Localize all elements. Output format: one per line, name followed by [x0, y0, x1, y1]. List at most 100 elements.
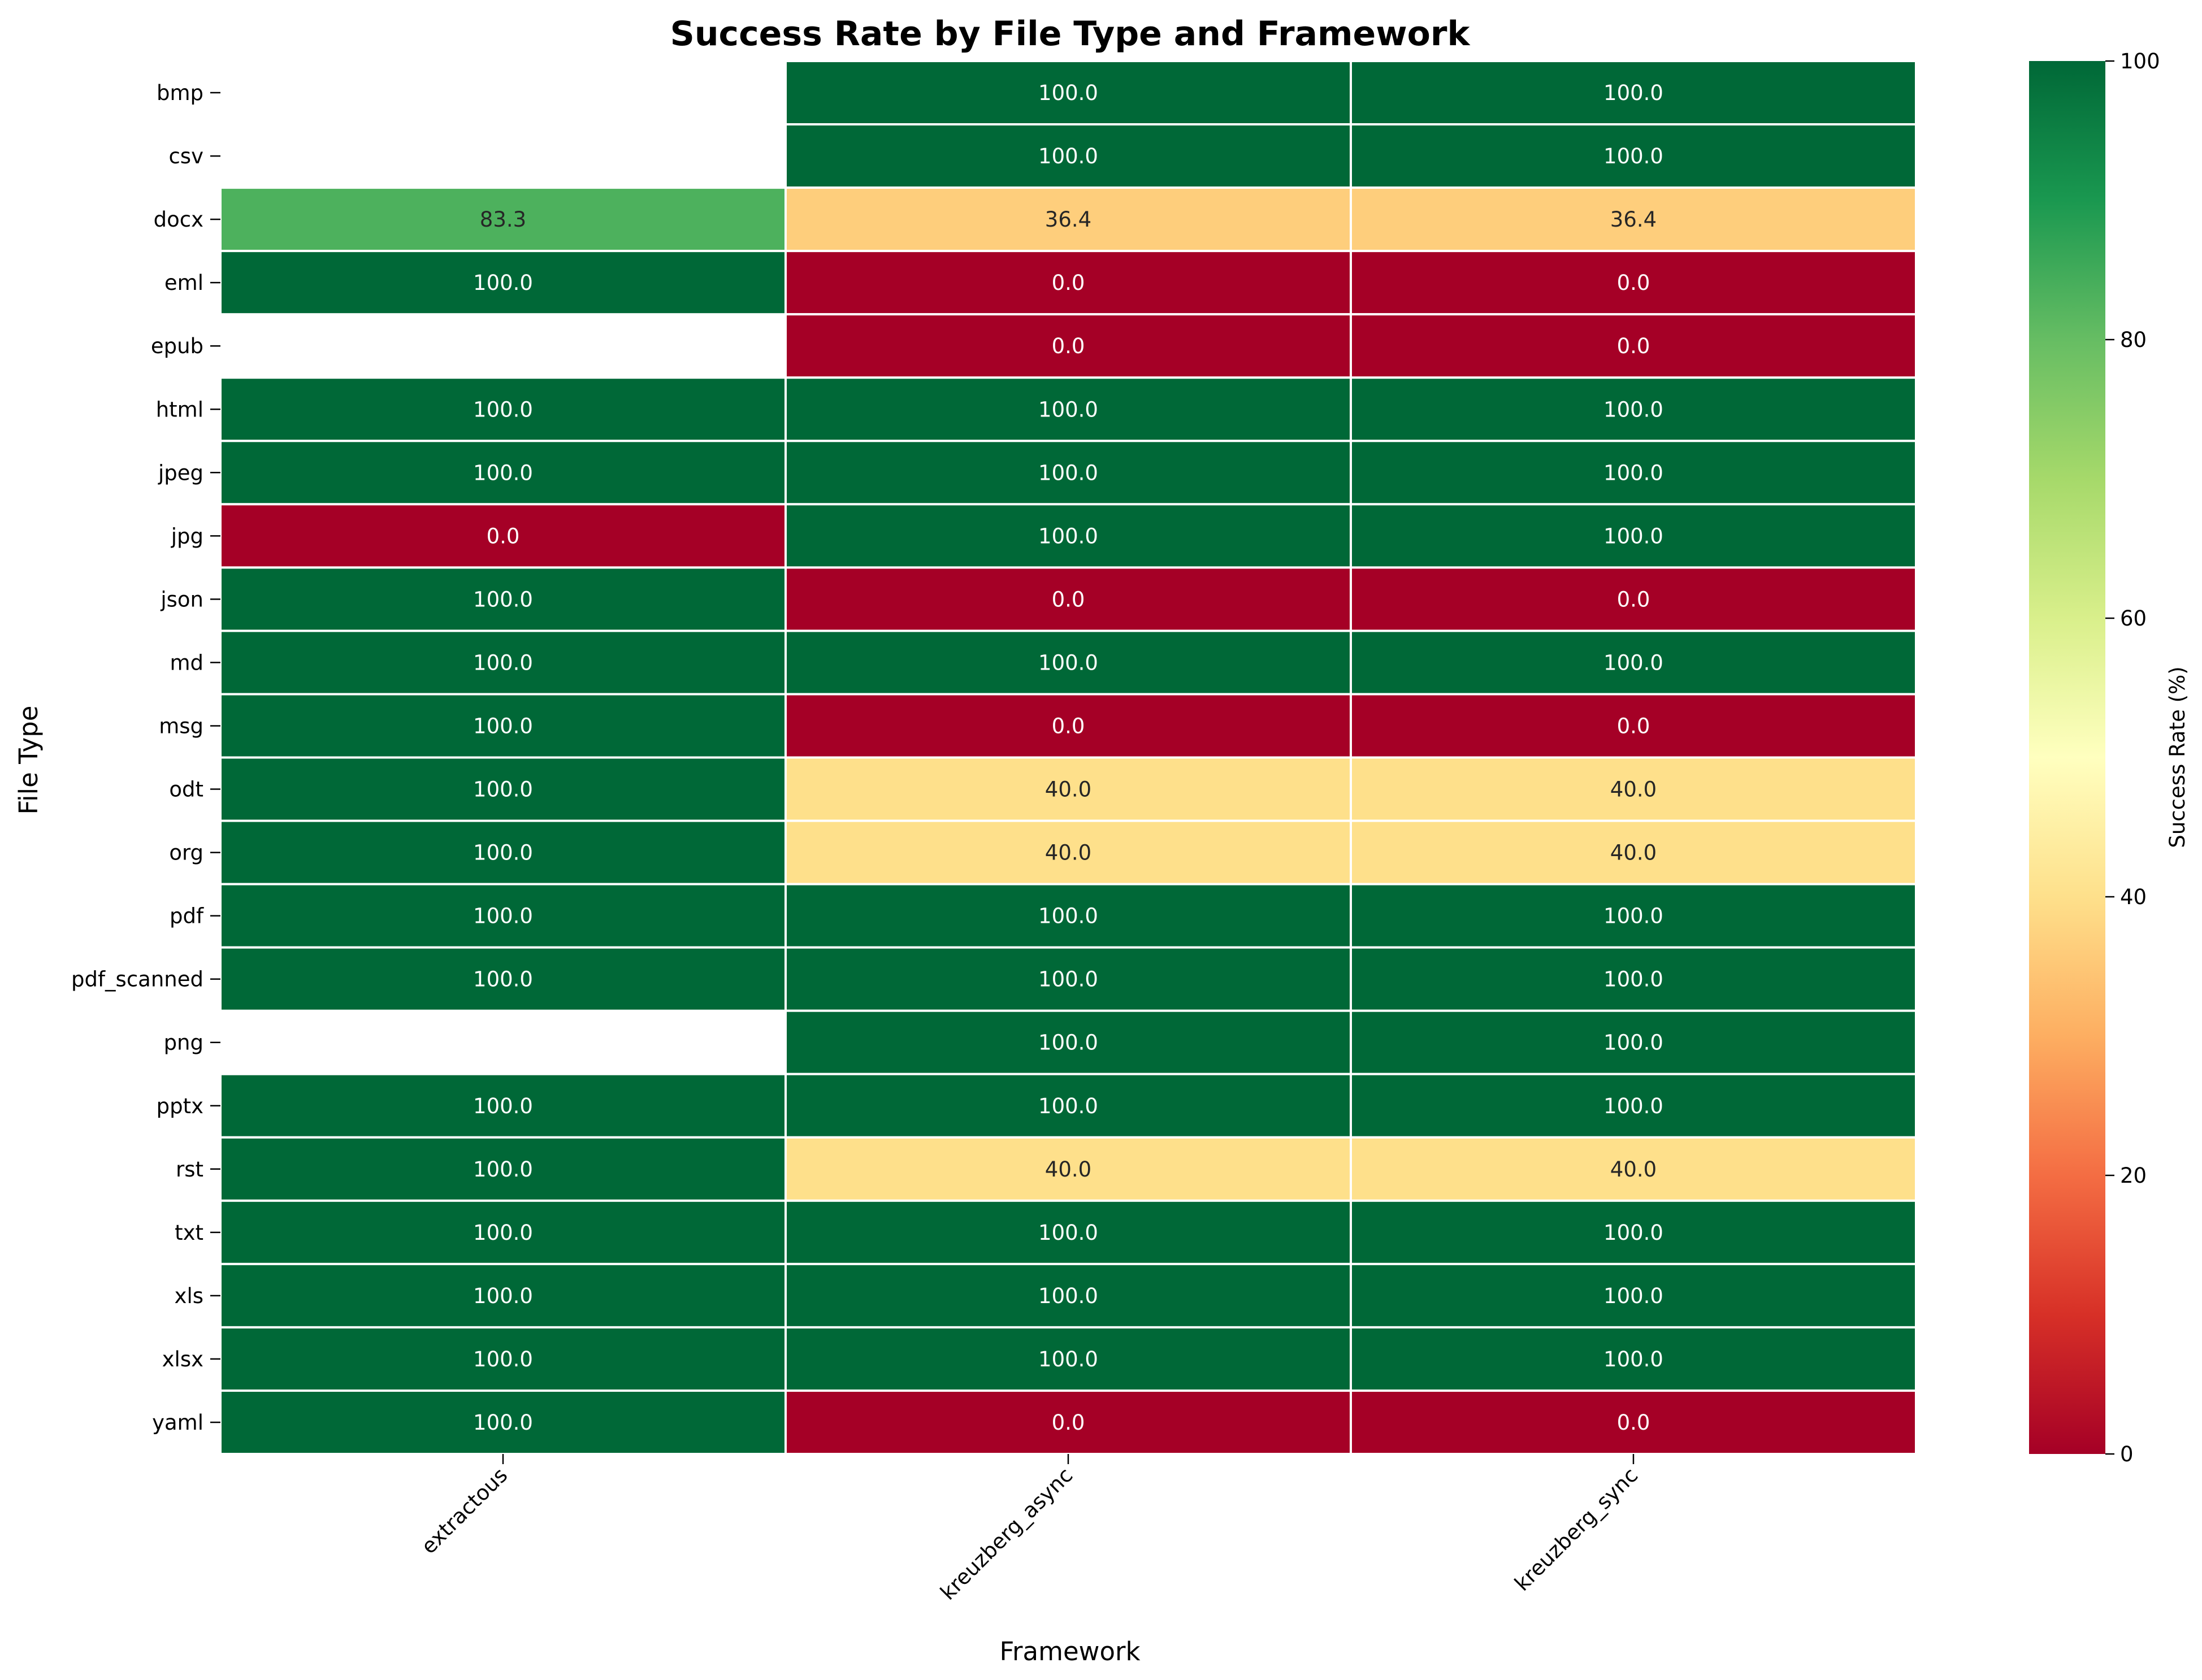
heatmap-cell [1350, 693, 1917, 759]
heatmap-cell [1350, 1262, 1917, 1329]
cell-value-label: 0.0 [1052, 1410, 1085, 1435]
y-tick-label: json [160, 587, 203, 611]
y-axis-title: File Type [14, 706, 44, 815]
cell-value-label: 100.0 [1038, 1221, 1098, 1245]
cell-value-label: 0.0 [1052, 334, 1085, 358]
cell-value-label: 100.0 [473, 650, 533, 675]
cell-value-label: 0.0 [1617, 334, 1650, 358]
heatmap-cell [219, 883, 787, 949]
cell-value-label: 100.0 [473, 1284, 533, 1308]
cell-value-label: 100.0 [1038, 904, 1098, 928]
cell-value-label: 100.0 [1038, 397, 1098, 422]
x-axis-title: Framework [999, 1636, 1140, 1666]
heatmap-cell [1350, 883, 1917, 949]
y-tick-label: pptx [157, 1094, 203, 1118]
heatmap-cell [784, 503, 1352, 569]
y-tick-labels: bmp csv docx eml epub html jpeg jpg json md msg odt… [71, 81, 220, 1435]
heatmap-cell [219, 566, 787, 632]
heatmap-cell [1350, 250, 1917, 316]
cell-value-label: 0.0 [487, 524, 520, 548]
cell-value-label: 100.0 [1603, 461, 1663, 485]
cell-value-label: 40.0 [1610, 1157, 1657, 1182]
cell-value-label: 100.0 [473, 904, 533, 928]
y-tick-label: xls [175, 1284, 203, 1308]
cell-value-label: 100.0 [1603, 1031, 1663, 1055]
cell-value-label: 0.0 [1617, 587, 1650, 611]
heatmap-cell [784, 693, 1352, 759]
heatmap-cell [1350, 60, 1917, 126]
heatmap-cell [1350, 440, 1917, 506]
colorbar-tick-label: 0 [2120, 1442, 2134, 1466]
heatmap-cell [219, 946, 787, 1012]
heatmap-cell [1350, 819, 1917, 885]
heatmap-cell [1350, 1326, 1917, 1392]
heatmap-cell [1350, 566, 1917, 632]
y-tick-label: csv [168, 144, 203, 168]
heatmap-cell [784, 1073, 1352, 1139]
y-tick-label: yaml [152, 1410, 203, 1435]
heatmap-cell [784, 123, 1352, 189]
colorbar-label: Success Rate (%) [2165, 666, 2190, 848]
heatmap-cell [219, 756, 787, 822]
x-tick-labels: extractous kreuzberg_async kreuzberg_sync [417, 1454, 1642, 1605]
heatmap-cell [1350, 313, 1917, 379]
cell-value-label: 100.0 [1603, 1221, 1663, 1245]
cell-value-label: 100.0 [1603, 524, 1663, 548]
cell-value-label: 100.0 [473, 397, 533, 422]
heatmap-cell [1350, 946, 1917, 1012]
colorbar-gradient [2029, 61, 2105, 1454]
cell-value-label: 100.0 [1038, 1031, 1098, 1055]
colorbar-tick-label: 80 [2120, 328, 2147, 352]
y-tick-label: xlsx [162, 1347, 203, 1371]
cell-value-label: 40.0 [1045, 778, 1091, 802]
cell-value-label: 0.0 [1617, 1410, 1650, 1435]
cell-value-label: 100.0 [473, 587, 533, 611]
cell-value-label: 100.0 [1603, 904, 1663, 928]
heatmap-cell [784, 1136, 1352, 1202]
heatmap-cell [1350, 1199, 1917, 1265]
cell-value-label: 100.0 [1038, 461, 1098, 485]
heatmap-cell [1350, 756, 1917, 822]
y-tick-label: jpeg [158, 461, 203, 485]
y-tick-label: pdf_scanned [71, 967, 203, 992]
heatmap-cell [219, 1136, 787, 1202]
heatmap-cell [1350, 1009, 1917, 1075]
heatmap-cell [784, 440, 1352, 506]
cell-value-label: 100.0 [1603, 144, 1663, 168]
heatmap-cells: 100.0 100.0 100.0 100.0 83.3 36.4 36.4 100.0 0.0… [219, 60, 1917, 1456]
cell-value-label: 100.0 [1603, 967, 1663, 992]
cell-value-label: 100.0 [1038, 1347, 1098, 1371]
heatmap-cell [784, 60, 1352, 126]
cell-value-label: 100.0 [1038, 1094, 1098, 1118]
y-tick-label: org [169, 841, 203, 865]
cell-value-label: 100.0 [473, 841, 533, 865]
cell-value-label: 100.0 [473, 778, 533, 802]
heatmap-cell [784, 1009, 1352, 1075]
cell-value-label: 100.0 [473, 967, 533, 992]
y-tick-label: jpg [171, 524, 203, 548]
cell-value-label: 100.0 [473, 1347, 533, 1371]
cell-value-label: 100.0 [1038, 650, 1098, 675]
cell-value-label: 40.0 [1045, 1157, 1091, 1182]
cell-value-label: 40.0 [1045, 841, 1091, 865]
heatmap-cell [219, 1199, 787, 1265]
colorbar-tick-label: 20 [2120, 1164, 2147, 1188]
y-tick-label: docx [154, 207, 203, 232]
heatmap-cell [784, 1262, 1352, 1329]
cell-value-label: 100.0 [1603, 397, 1663, 422]
heatmap-cell [219, 693, 787, 759]
cell-value-label: 36.4 [1610, 207, 1657, 232]
cell-value-label: 100.0 [473, 271, 533, 295]
y-tick-label: bmp [157, 81, 203, 105]
cell-value-label: 0.0 [1052, 714, 1085, 738]
y-tick-label: png [164, 1031, 203, 1055]
cell-value-label: 40.0 [1610, 778, 1657, 802]
cell-value-label: 100.0 [473, 1410, 533, 1435]
cell-value-label: 0.0 [1052, 271, 1085, 295]
cell-value-label: 100.0 [473, 1094, 533, 1118]
heatmap-cell [1350, 503, 1917, 569]
cell-value-label: 100.0 [1603, 650, 1663, 675]
cell-value-label: 100.0 [473, 1157, 533, 1182]
y-tick-label: msg [159, 714, 203, 738]
cell-value-label: 36.4 [1045, 207, 1091, 232]
